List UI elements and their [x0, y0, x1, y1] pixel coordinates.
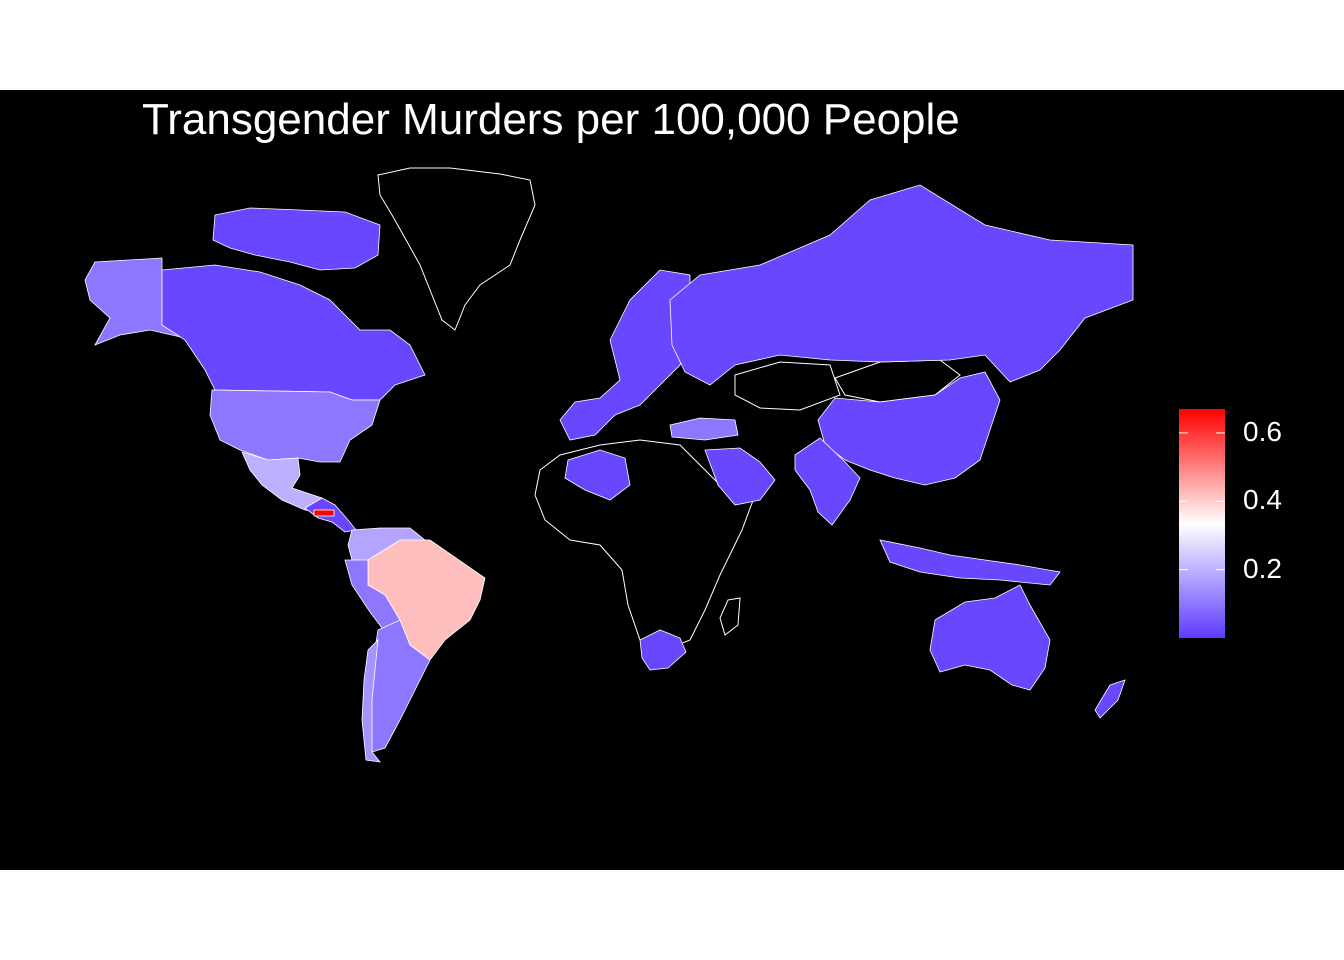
- legend-tick-label: 0.6: [1243, 415, 1282, 447]
- region-australia: [929, 584, 1051, 691]
- region-arabia: [704, 447, 776, 506]
- region-madagascar: [719, 597, 741, 636]
- region-southeast-asia: [879, 539, 1061, 586]
- region-arctic-islands: [212, 207, 381, 271]
- region-china: [817, 371, 1001, 486]
- map-title: Transgender Murders per 100,000 People: [142, 95, 960, 144]
- region-central-asia: [734, 361, 841, 411]
- region-mexico: [241, 451, 323, 513]
- region-turkey: [669, 417, 739, 441]
- region-india: [794, 437, 861, 526]
- legend-tick-label: 0.2: [1243, 552, 1282, 584]
- region-africa: [534, 439, 756, 651]
- region-greenland: [377, 167, 536, 331]
- region-russia: [669, 184, 1134, 386]
- region-usa: [209, 389, 381, 463]
- legend-colorbar: [1179, 409, 1225, 638]
- region-new-zealand: [1094, 679, 1126, 719]
- legend-tick-label: 0.4: [1243, 484, 1282, 516]
- region-chile: [361, 638, 381, 763]
- region-europe: [559, 269, 691, 441]
- region-algeria: [564, 449, 631, 501]
- region-honduras: [313, 509, 335, 517]
- region-canada: [161, 264, 426, 401]
- region-south-africa: [639, 629, 687, 671]
